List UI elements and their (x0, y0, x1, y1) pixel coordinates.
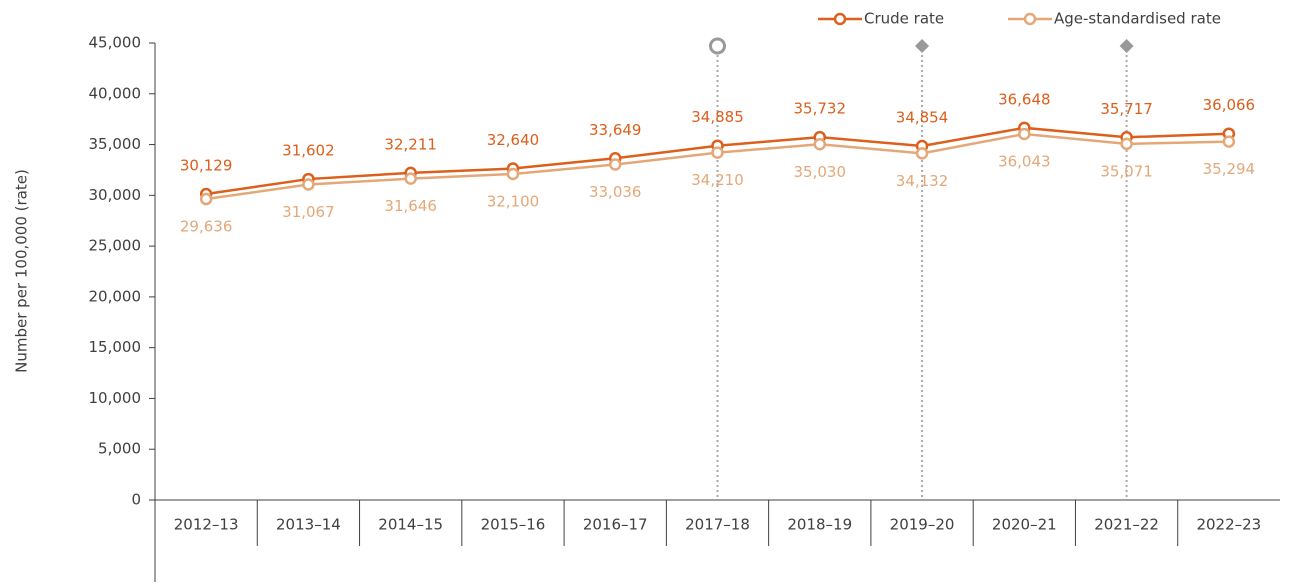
legend-marker (833, 12, 847, 26)
y-tick-label: 10,000 (89, 389, 142, 407)
data-label: 35,717 (1100, 100, 1153, 118)
data-label: 31,646 (384, 197, 437, 215)
data-label: 35,030 (794, 163, 847, 181)
data-label: 36,648 (998, 90, 1051, 108)
point (506, 167, 520, 181)
x-tick-label: 2018–19 (787, 516, 852, 534)
reference-marker (709, 37, 726, 55)
data-label: 34,885 (691, 108, 744, 126)
y-tick-label: 0 (131, 491, 141, 509)
y-tick-label: 25,000 (89, 237, 142, 255)
x-tick-label: 2015–16 (481, 516, 546, 534)
point (711, 146, 724, 159)
point (1018, 127, 1031, 141)
x-tick-label: 2022–23 (1196, 516, 1261, 534)
point (915, 147, 929, 160)
x-tick-label: 2021–22 (1094, 516, 1159, 534)
data-label: 36,043 (998, 152, 1051, 170)
reference-marker (1119, 39, 1134, 53)
data-label: 32,640 (487, 131, 540, 149)
data-label: 31,602 (282, 142, 335, 160)
point (813, 138, 827, 151)
y-tick-label: 15,000 (89, 338, 142, 356)
point (608, 158, 622, 171)
point (302, 178, 315, 191)
point (199, 192, 213, 206)
data-label: 36,066 (1203, 96, 1256, 114)
legend-marker (1023, 12, 1037, 26)
x-tick-label: 2013–14 (276, 516, 341, 534)
y-tick-label: 35,000 (89, 135, 142, 153)
y-tick-label: 30,000 (89, 186, 142, 204)
y-tick-label: 40,000 (89, 84, 142, 102)
data-label: 32,211 (384, 135, 437, 153)
data-label: 31,067 (282, 203, 335, 221)
x-tick-label: 2017–18 (685, 516, 750, 534)
data-label: 35,294 (1203, 160, 1256, 178)
x-tick-label: 2012–13 (174, 516, 239, 534)
data-label: 35,732 (794, 100, 847, 118)
x-tick-label: 2016–17 (583, 516, 648, 534)
point (1120, 137, 1133, 151)
x-tick-label: 2020–21 (992, 516, 1057, 534)
data-label: 35,071 (1100, 162, 1153, 180)
x-tick-label: 2019–20 (890, 516, 955, 534)
y-tick-label: 20,000 (89, 287, 142, 305)
legend-label: Crude rate (864, 10, 944, 28)
data-label: 32,100 (487, 193, 540, 211)
point (404, 172, 417, 185)
point (1222, 135, 1236, 148)
y-axis-title: Number per 100,000 (rate) (13, 169, 31, 373)
data-label: 34,210 (691, 171, 744, 189)
data-label: 33,649 (589, 121, 642, 139)
legend-label: Age-standardised rate (1054, 10, 1221, 28)
data-label: 34,854 (896, 109, 949, 127)
data-label: 30,129 (180, 157, 233, 175)
y-tick-label: 5,000 (98, 440, 141, 458)
y-tick-label: 45,000 (89, 34, 142, 52)
x-tick-label: 2014–15 (378, 516, 443, 534)
reference-marker (915, 39, 930, 53)
data-label: 33,036 (589, 183, 642, 201)
data-label: 34,132 (896, 172, 949, 190)
data-label: 29,636 (180, 218, 233, 236)
